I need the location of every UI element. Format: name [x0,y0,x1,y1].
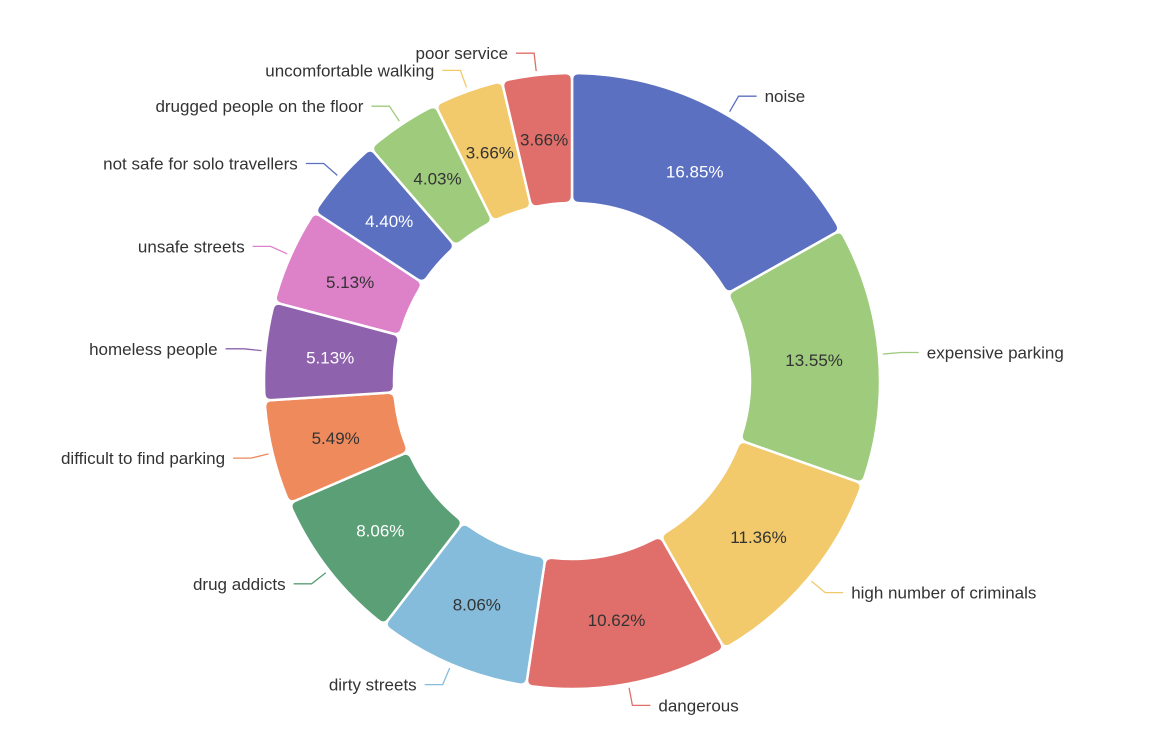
percent-label-expensive-parking: 13.55% [785,351,843,370]
slice-label-not-safe-for-solo-travellers: not safe for solo travellers [103,155,298,174]
slice-labels: noise expensive parking high number of cri… [61,44,1064,715]
leader-line-drug-addicts [293,572,327,585]
slices [262,71,882,691]
percent-label-high-number-of-criminals: 11.36% [730,528,786,547]
slice-label-poor-service: poor service [415,44,508,63]
percent-label-unsafe-streets: 5.13% [326,273,374,292]
percent-label-noise: 16.85% [666,162,724,181]
leader-line-homeless-people [225,348,262,352]
percent-label-homeless-people: 5.13% [306,348,354,367]
percent-label-not-safe-for-solo-travellers: 4.40% [365,212,413,231]
leader-line-uncomfortable-walking [442,69,468,88]
slice-label-drug-addicts: drug addicts [193,575,286,594]
leader-lines [225,52,919,707]
leader-line-unsafe-streets [252,245,288,255]
leader-line-noise [729,95,757,113]
percent-labels: 16.85% 13.55% 11.36% 10.62% 8.06% 8.06% 5.49% 5… [306,131,843,630]
leader-line-not-safe-for-solo-travellers [305,162,338,176]
percent-label-drugged-people-on-the-floor: 4.03% [413,170,461,189]
slice-label-drugged-people-on-the-floor: drugged people on the floor [155,97,363,116]
slice-label-uncomfortable-walking: uncomfortable walking [265,61,434,80]
leader-line-difficult-to-find-parking [233,453,269,459]
leader-line-expensive-parking [882,351,919,355]
leader-line-dangerous [628,687,651,707]
percent-label-difficult-to-find-parking: 5.49% [312,429,360,448]
leader-line-dirty-streets [424,667,451,686]
slice-label-dirty-streets: dirty streets [329,676,417,695]
leader-line-drugged-people-on-the-floor [371,105,400,122]
slice-label-dangerous: dangerous [658,696,738,715]
percent-label-drug-addicts: 8.06% [356,521,404,540]
slice-label-high-number-of-criminals: high number of criminals [851,584,1036,603]
percent-label-dangerous: 10.62% [588,611,646,630]
slice-label-difficult-to-find-parking: difficult to find parking [61,449,225,468]
leader-line-high-number-of-criminals [810,580,844,594]
leader-line-poor-service [516,52,537,72]
slice-label-expensive-parking: expensive parking [927,344,1064,363]
percent-label-dirty-streets: 8.06% [453,596,501,615]
slice-label-homeless-people: homeless people [89,340,218,359]
slice-label-noise: noise [765,87,806,106]
percent-label-uncomfortable-walking: 3.66% [466,143,514,162]
slice-label-unsafe-streets: unsafe streets [138,237,245,256]
slice-poor-service[interactable] [501,71,574,208]
percent-label-poor-service: 3.66% [520,131,568,150]
